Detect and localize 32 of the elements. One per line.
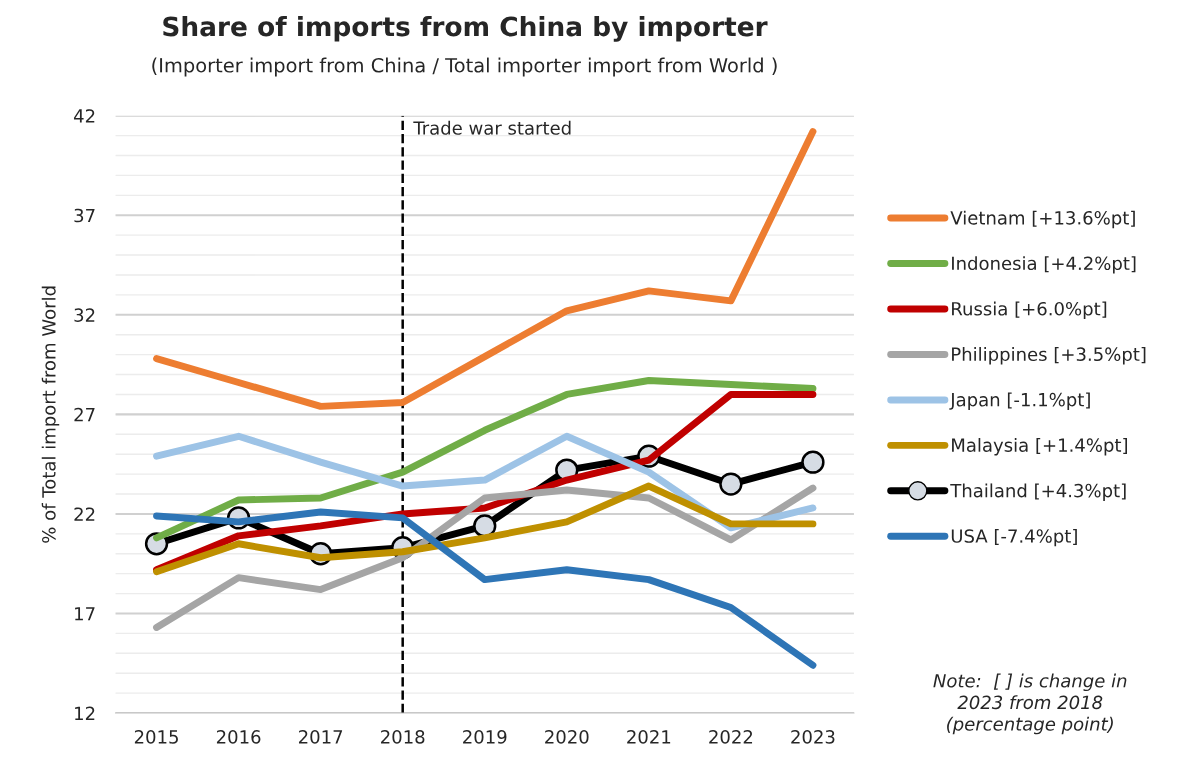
x-tick-label: 2017 [298,730,343,744]
x-tick-label: 2015 [134,730,178,744]
legend-label: Japan [-1.1%pt] [949,392,1090,410]
y-tick-label: 17 [75,607,95,621]
chart-subtitle: (Importer import from China / Total importer import from World ) [152,57,777,77]
x-tick-label: 2021 [627,730,671,744]
text: Note: [ ] is change in 2023 from 2018 (percentage point) [933,673,1127,735]
legend-label: USA [-7.4%pt] [951,528,1077,547]
y-tick-label: 12 [75,706,95,720]
ref-line-label: Trade war started [413,120,571,135]
legend-label: Philippines [+3.5%pt] [952,347,1146,365]
point [801,450,825,474]
legend-label: Russia [+6.0%pt] [952,301,1107,320]
legend-label: Malaysia [+1.4%pt] [952,437,1127,456]
y-tick-label: 27 [74,407,95,422]
legend-label: Thailand [+4.3%pt] [950,483,1126,501]
x-tick-label: 2023 [791,730,835,744]
x-tick-label: 2018 [381,730,425,744]
x-tick-label: 2020 [545,730,589,744]
x-tick-label: 2022 [709,730,753,744]
x-tick-label: 2016 [216,730,261,744]
y-tick-label: 32 [74,308,95,322]
legend-label: Vietnam [+13.6%pt] [950,210,1135,229]
y-tick-label: 42 [73,109,95,123]
chart-title: Share of imports from China by importer [163,16,768,42]
legend-label: Indonesia [+4.2%pt] [952,256,1136,274]
point [473,514,497,538]
y-axis-title: % of Total import from World [41,286,60,543]
y-tick-label: 22 [74,507,95,521]
y-tick-label: 37 [74,208,95,223]
point [719,472,743,496]
x-tick-label: 2019 [463,730,507,744]
